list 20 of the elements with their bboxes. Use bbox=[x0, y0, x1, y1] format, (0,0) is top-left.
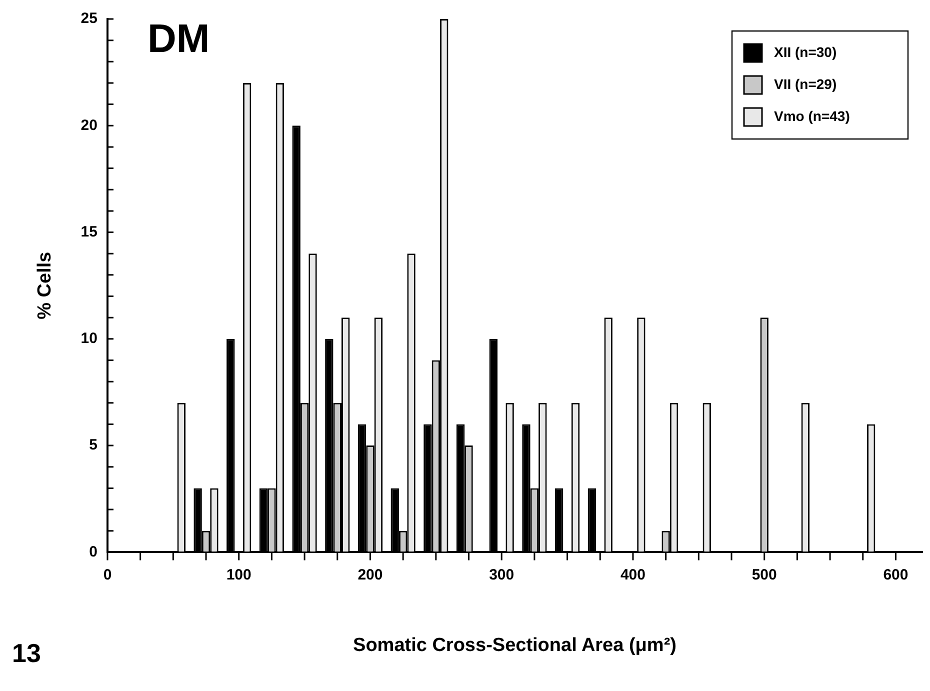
x-tick-label: 200 bbox=[358, 566, 383, 584]
y-tick-label: 25 bbox=[80, 10, 98, 28]
x-axis-title: Somatic Cross-Sectional Area (μm²) bbox=[353, 634, 676, 656]
legend-label: XII (n=30) bbox=[774, 44, 837, 60]
x-tick-label: 600 bbox=[883, 566, 908, 584]
y-tick-label: 0 bbox=[89, 543, 98, 560]
x-tick-label: 0 bbox=[103, 566, 112, 584]
y-axis-title: % Cells bbox=[34, 252, 56, 320]
x-tick-label: 500 bbox=[752, 566, 777, 584]
x-tick-label: 300 bbox=[489, 566, 514, 584]
y-tick-label: 15 bbox=[80, 223, 98, 240]
chart-title: DM bbox=[147, 17, 210, 62]
x-tick-label: 400 bbox=[620, 566, 646, 584]
y-tick-label: 10 bbox=[80, 330, 98, 348]
text: 13 bbox=[12, 638, 41, 668]
legend-label: Vmo (n=43) bbox=[774, 108, 850, 124]
y-tick-label: 20 bbox=[80, 116, 98, 134]
x-tick-label: 100 bbox=[226, 566, 252, 584]
y-tick-label: 5 bbox=[89, 436, 98, 454]
legend-label: VII (n=29) bbox=[774, 76, 837, 92]
